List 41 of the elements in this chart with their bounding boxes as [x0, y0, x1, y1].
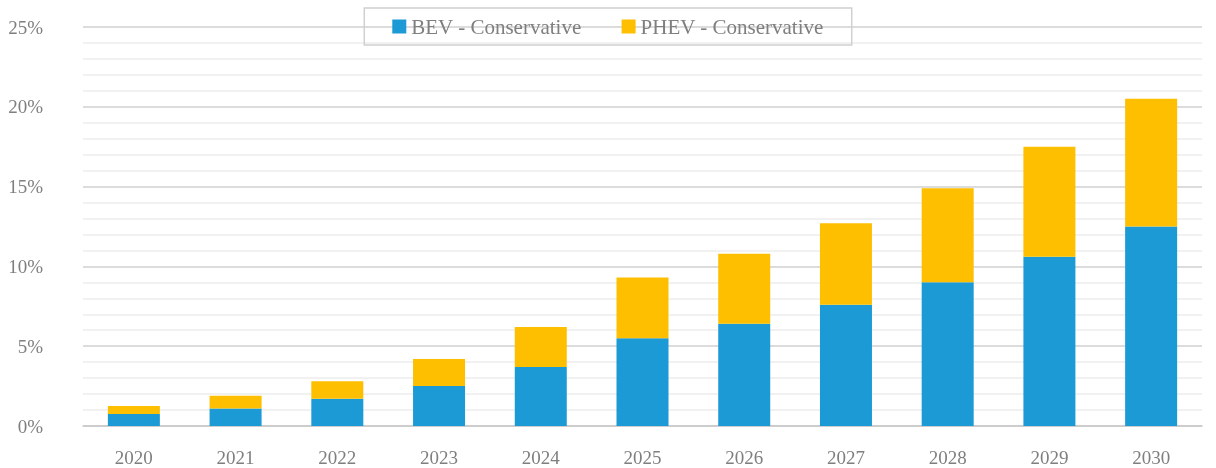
x-tick-label: 2022 — [318, 447, 357, 468]
y-tick-label: 10% — [8, 255, 44, 277]
x-tick-label: 2024 — [521, 447, 561, 468]
x-tick-label: 2030 — [1132, 447, 1171, 468]
bar — [1125, 98, 1178, 227]
bar — [921, 188, 974, 283]
y-tick-label: 15% — [8, 176, 44, 198]
bar — [718, 253, 771, 324]
x-tick-label: 2020 — [114, 447, 153, 468]
bar — [1023, 256, 1076, 426]
y-tick-label: 20% — [8, 96, 44, 118]
y-tick-label: 5% — [17, 335, 44, 357]
bar — [718, 323, 771, 426]
bar — [107, 414, 160, 426]
bar — [311, 381, 364, 399]
bar — [616, 277, 669, 339]
bar — [514, 327, 567, 367]
legend-label: PHEV - Conservative — [640, 14, 824, 39]
x-tick-label: 2023 — [420, 447, 459, 468]
x-tick-label: 2025 — [623, 447, 662, 468]
x-tick-label: 2027 — [826, 447, 865, 468]
bar — [413, 386, 466, 426]
bar — [616, 338, 669, 426]
bar — [514, 366, 567, 426]
x-tick-label: 2026 — [725, 447, 764, 468]
bar — [819, 223, 872, 305]
bar — [921, 282, 974, 426]
bar — [413, 358, 466, 387]
x-tick-label: 2028 — [928, 447, 967, 468]
x-tick-label: 2021 — [216, 447, 255, 468]
bar — [1023, 146, 1076, 257]
bar — [209, 408, 262, 426]
bar — [209, 395, 262, 409]
legend-label: BEV - Conservative — [411, 14, 582, 39]
bar — [819, 304, 872, 426]
y-tick-label: 25% — [8, 16, 44, 38]
x-tick-label: 2029 — [1030, 447, 1069, 468]
bar — [1125, 226, 1178, 426]
bar — [107, 406, 160, 415]
y-tick-label: 0% — [17, 415, 44, 437]
bar — [311, 398, 364, 426]
